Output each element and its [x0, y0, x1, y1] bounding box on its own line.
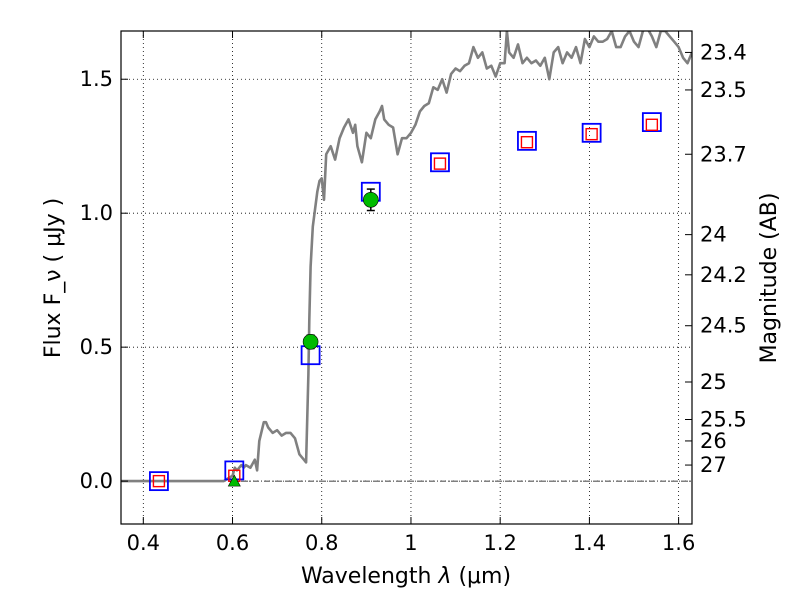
- model-photometry-square: [641, 112, 662, 132]
- synthetic-photometry-square: [152, 474, 166, 488]
- right-tick-label: 25: [700, 370, 727, 394]
- x-tick-label: 1.2: [483, 531, 516, 555]
- observed-flux-point: [302, 334, 319, 350]
- data-layer: [121, 31, 692, 492]
- right-tick-label: 27: [700, 453, 727, 477]
- x-tick-label: 0.8: [305, 531, 338, 555]
- right-tick-label: 24.5: [700, 314, 747, 338]
- right-axis-label: Magnitude (AB): [757, 193, 782, 364]
- right-tick-label: 24: [700, 223, 727, 247]
- ticks: 0.4 0.6 0.8 1 1.2 1.4 1.6 0.0 0.5 1.0 1.5 23.4 23.5 2…: [80, 31, 747, 555]
- x-tick-label: 0.6: [216, 531, 249, 555]
- x-tick-label: 1.4: [573, 531, 606, 555]
- synthetic-photometry-square: [433, 157, 447, 170]
- right-tick-label: 23.7: [700, 142, 747, 166]
- x-tick-label: 0.4: [127, 531, 160, 555]
- x-axis-label: Wavelength λ (μm): [301, 564, 511, 589]
- upper-limit-triangle: [227, 474, 241, 487]
- synthetic-photometry-square: [585, 127, 598, 141]
- synthetic-photometry-square: [645, 118, 659, 131]
- y-tick-label: 0.5: [80, 335, 113, 359]
- y-axis-label: Flux F_ν ( μJy ): [41, 198, 66, 358]
- right-tick-label: 23.5: [700, 78, 747, 102]
- right-tick-label: 24.2: [700, 263, 747, 287]
- x-tick-label: 1: [404, 531, 417, 555]
- synthetic-photometry-square: [520, 135, 534, 149]
- y-tick-label: 1.5: [80, 67, 113, 91]
- model-photometry-square: [149, 471, 169, 492]
- right-tick-label: 23.4: [700, 40, 747, 64]
- model-spectrum-line: [121, 31, 692, 483]
- model-photometry-square: [430, 152, 450, 173]
- right-tick-label: 26: [700, 429, 727, 453]
- right-tick-label: 25.5: [700, 408, 747, 432]
- model-photometry-square: [517, 130, 537, 151]
- plot-frame: [120, 30, 693, 525]
- observed-flux-point: [363, 191, 379, 208]
- y-tick-label: 0.0: [80, 469, 113, 493]
- model-photometry-square: [581, 122, 602, 143]
- y-tick-label: 1.0: [80, 201, 113, 225]
- x-tick-label: 1.6: [662, 531, 695, 555]
